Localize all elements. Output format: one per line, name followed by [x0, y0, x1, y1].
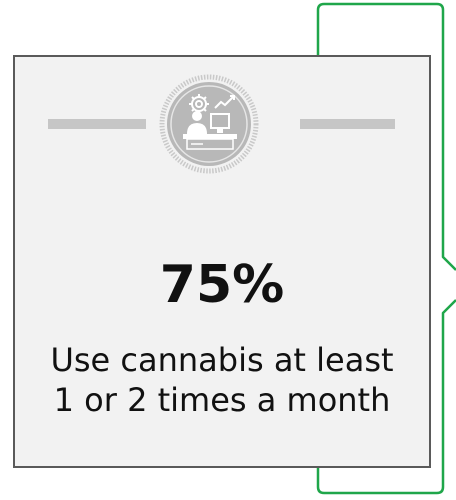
- engineer-at-workstation-icon: [159, 74, 259, 174]
- stat-caption: Use cannabis at least 1 or 2 times a mon…: [13, 340, 431, 420]
- stat-value: 75%: [159, 255, 285, 315]
- divider-left: [48, 119, 146, 129]
- stat-caption-line-1: Use cannabis at least: [50, 341, 394, 379]
- stat-caption-line-2: 1 or 2 times a month: [53, 381, 391, 419]
- divider-right: [300, 119, 395, 129]
